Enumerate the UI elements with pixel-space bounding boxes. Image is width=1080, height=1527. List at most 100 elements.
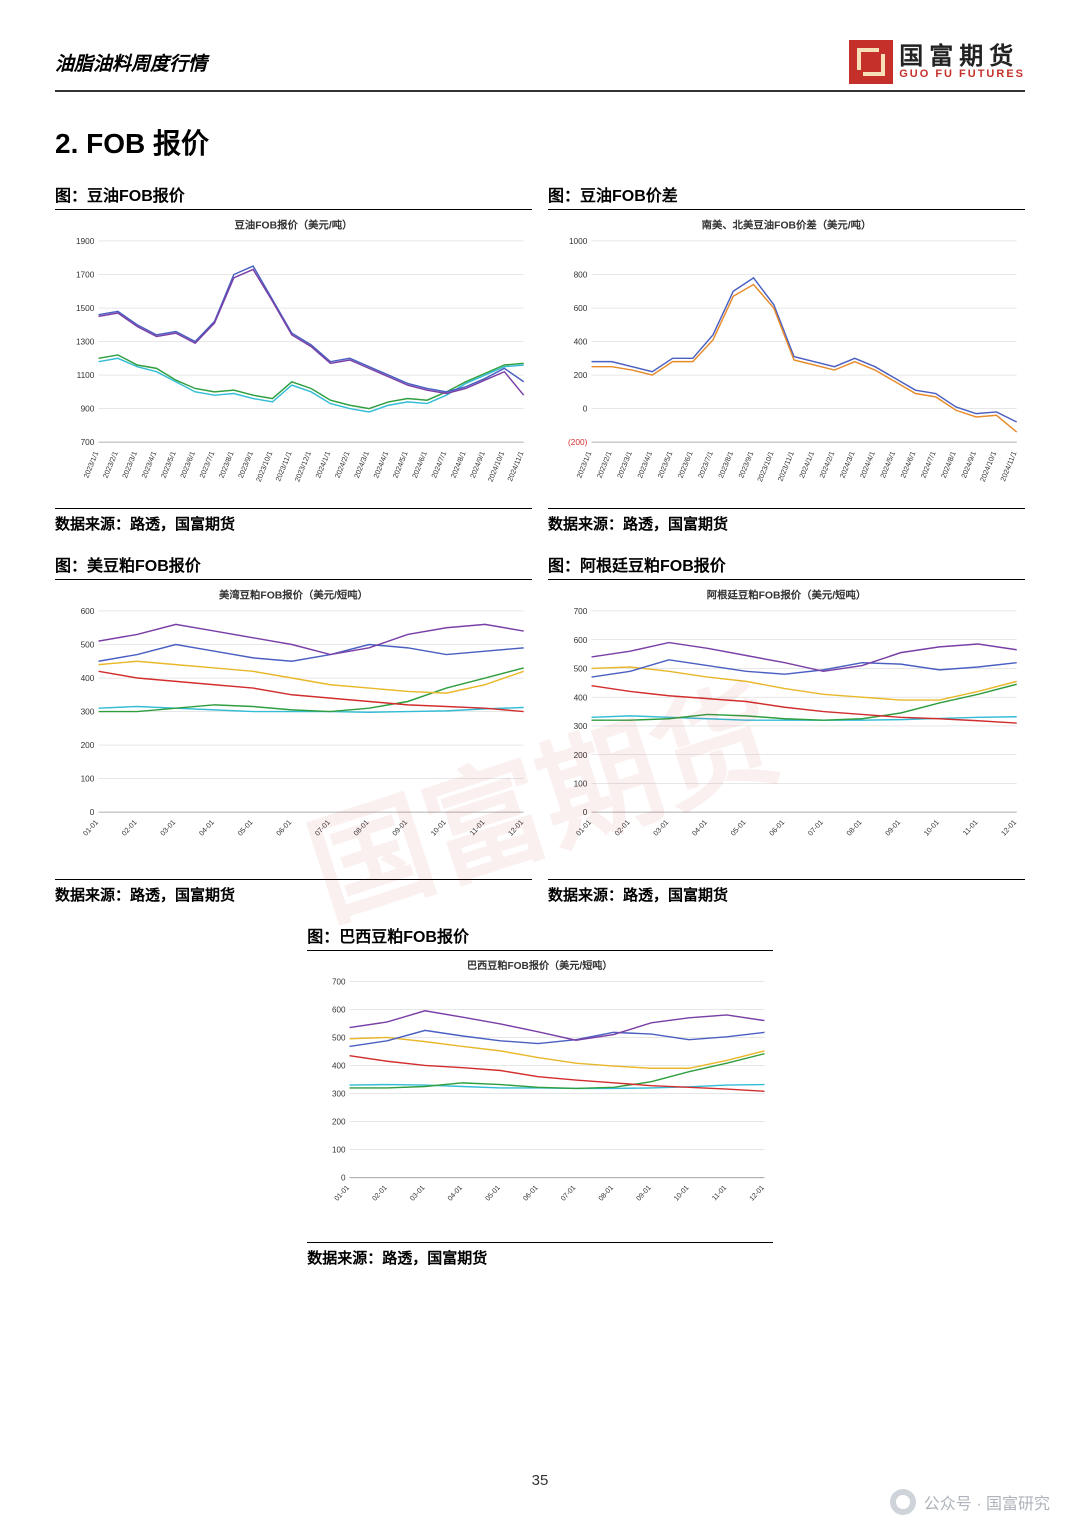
svg-text:1500: 1500 [76, 303, 95, 313]
svg-text:2023/9/1: 2023/9/1 [736, 450, 755, 480]
svg-text:02-01: 02-01 [371, 1183, 389, 1202]
chart-source: 数据来源：路透，国富期货 [548, 508, 1025, 534]
chart-caption: 图：阿根廷豆粕FOB报价 [548, 552, 1025, 580]
svg-text:500: 500 [332, 1033, 346, 1042]
svg-text:2024/1/1: 2024/1/1 [797, 450, 816, 480]
svg-text:豆油FOB报价（美元/吨）: 豆油FOB报价（美元/吨） [235, 219, 353, 232]
svg-text:2024/4/1: 2024/4/1 [858, 450, 877, 480]
svg-text:2024/5/1: 2024/5/1 [391, 450, 410, 480]
svg-text:2024/5/1: 2024/5/1 [878, 450, 897, 480]
svg-text:2024/8/1: 2024/8/1 [939, 450, 958, 480]
svg-text:2024/2/1: 2024/2/1 [817, 450, 836, 480]
chart-caption: 图：巴西豆粕FOB报价 [307, 923, 773, 951]
svg-text:100: 100 [81, 774, 95, 784]
svg-text:2024/2/1: 2024/2/1 [333, 450, 352, 480]
svg-text:2023/4/1: 2023/4/1 [635, 450, 654, 480]
svg-text:07-01: 07-01 [313, 818, 332, 838]
svg-text:06-01: 06-01 [274, 818, 293, 838]
svg-text:2023/11/1: 2023/11/1 [776, 450, 796, 483]
svg-text:2024/11/1: 2024/11/1 [505, 450, 525, 483]
chart-brazil-soymeal: 巴西豆粕FOB报价（美元/短吨）010020030040050060070001… [307, 955, 773, 1238]
svg-text:美湾豆粕FOB报价（美元/短吨）: 美湾豆粕FOB报价（美元/短吨） [219, 589, 368, 602]
svg-text:2023/5/1: 2023/5/1 [655, 450, 674, 480]
chart-caption: 图：豆油FOB价差 [548, 182, 1025, 210]
section-heading: 2. FOB 报价 [55, 122, 1025, 162]
svg-text:2024/1/1: 2024/1/1 [313, 450, 332, 480]
svg-text:2023/1/1: 2023/1/1 [574, 450, 593, 480]
svg-text:700: 700 [81, 437, 95, 447]
svg-text:01-01: 01-01 [333, 1183, 351, 1202]
svg-text:10-01: 10-01 [673, 1183, 691, 1202]
svg-text:11-01: 11-01 [468, 818, 487, 837]
svg-text:1100: 1100 [77, 370, 95, 380]
svg-text:2024/6/1: 2024/6/1 [410, 450, 429, 480]
svg-text:2024/10/1: 2024/10/1 [978, 450, 998, 483]
svg-text:05-01: 05-01 [729, 818, 748, 838]
svg-text:12-01: 12-01 [506, 818, 525, 838]
svg-text:500: 500 [81, 640, 95, 650]
svg-text:600: 600 [332, 1005, 346, 1014]
logo-cn-text: 国富期货 [899, 45, 1025, 69]
svg-text:2023/3/1: 2023/3/1 [615, 450, 634, 480]
svg-text:09-01: 09-01 [635, 1183, 653, 1202]
svg-text:2023/10/1: 2023/10/1 [254, 450, 274, 483]
svg-text:09-01: 09-01 [390, 818, 409, 838]
svg-text:2023/9/1: 2023/9/1 [236, 450, 255, 480]
svg-text:900: 900 [81, 404, 95, 414]
svg-text:08-01: 08-01 [597, 1183, 615, 1202]
svg-text:2023/7/1: 2023/7/1 [696, 450, 715, 480]
svg-text:03-01: 03-01 [409, 1183, 427, 1202]
svg-text:600: 600 [81, 606, 95, 616]
svg-text:2023/7/1: 2023/7/1 [197, 450, 216, 480]
svg-text:0: 0 [583, 404, 588, 414]
chart-soyoil-spread: 南美、北美豆油FOB价差（美元/吨）(200)02004006008001000… [548, 214, 1025, 504]
chart-caption: 图：美豆粕FOB报价 [55, 552, 532, 580]
svg-text:2024/6/1: 2024/6/1 [898, 450, 917, 480]
svg-text:01-01: 01-01 [81, 818, 100, 838]
svg-text:1900: 1900 [76, 236, 95, 246]
svg-text:阿根廷豆粕FOB报价（美元/短吨）: 阿根廷豆粕FOB报价（美元/短吨） [707, 589, 866, 602]
chart-card-4: 图：阿根廷豆粕FOB报价 阿根廷豆粕FOB报价（美元/短吨）0100200300… [548, 552, 1025, 904]
svg-text:2024/9/1: 2024/9/1 [959, 450, 978, 480]
svg-text:08-01: 08-01 [844, 818, 863, 838]
svg-text:700: 700 [332, 977, 346, 986]
svg-text:2023/2/1: 2023/2/1 [101, 450, 120, 480]
svg-text:03-01: 03-01 [158, 818, 177, 838]
svg-text:2024/4/1: 2024/4/1 [371, 450, 390, 480]
svg-text:1300: 1300 [76, 337, 95, 347]
svg-text:2023/8/1: 2023/8/1 [217, 450, 236, 480]
logo-icon [849, 40, 893, 84]
svg-text:02-01: 02-01 [120, 818, 139, 838]
svg-text:05-01: 05-01 [236, 818, 255, 838]
svg-text:(200): (200) [568, 437, 588, 447]
svg-text:100: 100 [332, 1145, 346, 1154]
logo-en-text: GUO FU FUTURES [899, 69, 1025, 80]
chart-source: 数据来源：路透，国富期货 [548, 879, 1025, 905]
svg-text:2023/11/1: 2023/11/1 [273, 450, 293, 483]
svg-text:08-01: 08-01 [351, 818, 370, 838]
svg-text:2024/10/1: 2024/10/1 [486, 450, 506, 483]
footer-label: 公众号 · 国富研究 [924, 1490, 1050, 1514]
svg-text:11-01: 11-01 [961, 818, 980, 837]
svg-text:2023/12/1: 2023/12/1 [293, 450, 313, 483]
svg-text:2023/2/1: 2023/2/1 [595, 450, 614, 480]
svg-text:200: 200 [332, 1117, 346, 1126]
svg-text:2024/11/1: 2024/11/1 [998, 450, 1018, 483]
svg-text:200: 200 [574, 370, 588, 380]
svg-text:南美、北美豆油FOB价差（美元/吨）: 南美、北美豆油FOB价差（美元/吨） [702, 219, 872, 232]
svg-text:600: 600 [574, 303, 588, 313]
svg-text:2024/7/1: 2024/7/1 [429, 450, 448, 480]
svg-text:1700: 1700 [76, 270, 95, 280]
chart-card-2: 图：豆油FOB价差 南美、北美豆油FOB价差（美元/吨）(200)0200400… [548, 182, 1025, 534]
svg-text:300: 300 [574, 721, 588, 731]
svg-text:700: 700 [574, 606, 588, 616]
chart-us-soymeal: 美湾豆粕FOB报价（美元/短吨）010020030040050060001-01… [55, 584, 532, 874]
svg-text:04-01: 04-01 [690, 818, 709, 838]
svg-text:12-01: 12-01 [748, 1183, 766, 1202]
chart-source: 数据来源：路透，国富期货 [55, 879, 532, 905]
svg-text:300: 300 [81, 707, 95, 717]
svg-text:09-01: 09-01 [883, 818, 902, 838]
chart-soyoil-fob: 豆油FOB报价（美元/吨） 700 900 1100 1300 1500 1700 1900 2… [55, 214, 532, 504]
header: 油脂油料周度行情 国富期货 GUO FU FUTURES [55, 40, 1025, 92]
svg-text:2024/9/1: 2024/9/1 [468, 450, 487, 480]
